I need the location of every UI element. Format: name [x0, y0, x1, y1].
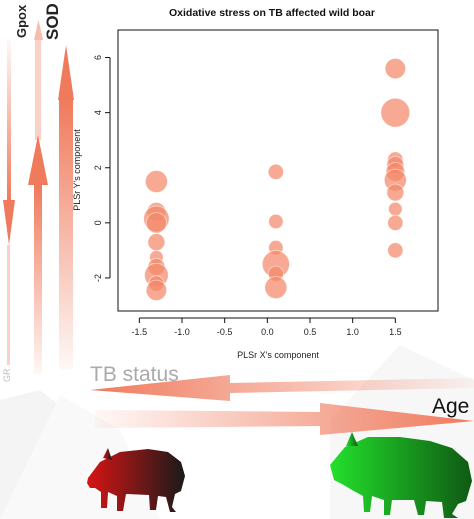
x-axis: -1.5 -1.0 -0.5 0.0 0.5 1.0 1.5: [132, 317, 402, 337]
sod-arrow: [58, 45, 74, 370]
gr-label: GR: [2, 368, 12, 382]
x-tick-label: 1.5: [389, 327, 402, 337]
data-point: [144, 170, 168, 193]
age-label: Age: [432, 395, 469, 418]
gpox-arrow: [28, 20, 48, 375]
x-tick-label: -0.5: [217, 327, 233, 337]
x-tick-label: 1.0: [346, 327, 359, 337]
x-tick-label: 0.5: [304, 327, 317, 337]
chart-title: Oxidative stress on TB affected wild boa…: [169, 7, 375, 19]
data-point: [387, 242, 404, 259]
y-tick-label: 4: [93, 110, 103, 115]
data-point: [387, 214, 404, 231]
data-point: [268, 213, 284, 230]
data-point: [388, 201, 403, 217]
y-tick-label: 2: [93, 165, 103, 170]
tb-status-arrow: [90, 375, 474, 401]
y-tick-label: 6: [93, 55, 103, 60]
gr-arrow: [3, 40, 15, 365]
data-point: [145, 212, 167, 234]
y-axis-label: PLSr Y's component: [72, 129, 82, 211]
adult-boar-silhouette: [330, 432, 472, 518]
x-tick-label: -1.5: [132, 327, 148, 337]
data-points: [143, 57, 411, 301]
x-axis-label: PLSr X's component: [237, 350, 319, 360]
data-point: [264, 276, 288, 300]
x-tick-label: 0.0: [261, 327, 274, 337]
y-axis: -2 0 2 4 6: [93, 55, 111, 282]
plot-frame: [117, 29, 439, 312]
enzyme-arrows: [3, 20, 74, 375]
sod-label: SOD: [43, 3, 62, 40]
data-point: [145, 279, 167, 301]
data-point: [386, 183, 405, 202]
y-tick-label: -2: [93, 274, 103, 282]
scatter-chart: Oxidative stress on TB affected wild boa…: [72, 7, 439, 360]
tb-status-label: TB status: [90, 363, 179, 386]
young-boar-silhouette: [87, 448, 185, 512]
x-tick-label: -1.0: [174, 327, 190, 337]
data-point: [147, 233, 166, 252]
y-tick-label: 0: [93, 220, 103, 225]
age-arrow: [95, 403, 474, 435]
data-point: [380, 97, 411, 128]
data-point: [384, 57, 406, 80]
gpox-label: Gpox: [14, 4, 29, 38]
data-point: [267, 163, 284, 180]
